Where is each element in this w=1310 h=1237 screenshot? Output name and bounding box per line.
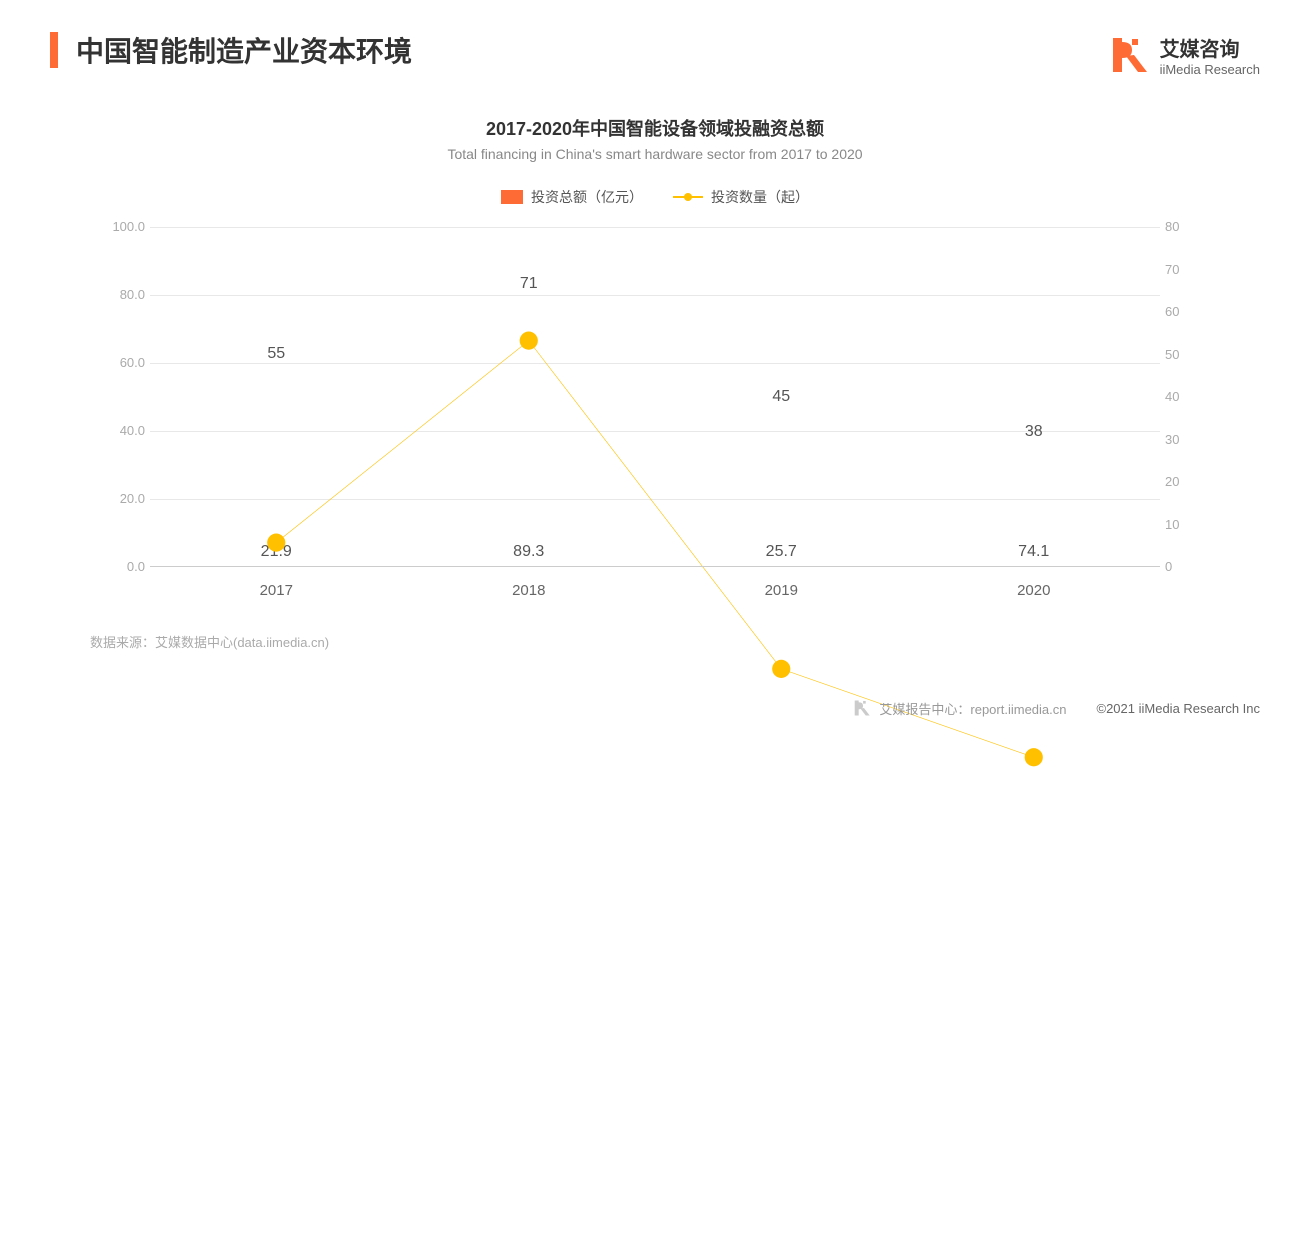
legend-bar-item: 投资总额（亿元）	[501, 187, 643, 207]
legend-line-swatch	[673, 190, 703, 204]
x-axis-label: 2017	[150, 572, 403, 607]
x-axis-label: 2020	[908, 572, 1161, 607]
chart-plot: 21.989.325.774.1 55714538	[150, 227, 1160, 567]
x-axis-label: 2018	[403, 572, 656, 607]
brand-logo-text: 艾媒咨询 iiMedia Research	[1160, 33, 1260, 77]
footer-report-center: 艾媒报告中心：report.iimedia.cn	[879, 699, 1066, 718]
chart-title-en: Total financing in China's smart hardwar…	[0, 146, 1310, 162]
footer-logo-icon	[849, 697, 871, 719]
y-axis-left: 100.080.060.040.020.00.0	[90, 227, 145, 567]
title-block: 中国智能制造产业资本环境	[50, 30, 412, 70]
legend-line-label: 投资数量（起）	[711, 187, 809, 207]
line-value-label: 38	[1025, 423, 1043, 441]
brand-logo-icon	[1100, 30, 1150, 80]
legend-bar-swatch	[501, 190, 523, 204]
x-axis-label: 2019	[655, 572, 908, 607]
footer-copyright: ©2021 iiMedia Research Inc	[1097, 701, 1261, 716]
page-title: 中国智能制造产业资本环境	[76, 30, 412, 70]
legend-line-item: 投资数量（起）	[673, 187, 809, 207]
line-value-label: 55	[267, 345, 285, 363]
brand-logo: 艾媒咨询 iiMedia Research	[1100, 30, 1260, 80]
y-axis-right: 80706050403020100	[1165, 227, 1220, 567]
footer: 艾媒报告中心：report.iimedia.cn ©2021 iiMedia R…	[849, 697, 1260, 719]
x-axis-labels: 2017201820192020	[150, 572, 1160, 607]
x-axis-line	[150, 566, 1160, 567]
chart-legend: 投资总额（亿元） 投资数量（起）	[0, 187, 1310, 207]
chart-area: 100.080.060.040.020.00.0 807060504030201…	[90, 227, 1220, 607]
chart-title-cn: 2017-2020年中国智能设备领域投融资总额	[0, 115, 1310, 141]
legend-bar-label: 投资总额（亿元）	[531, 187, 643, 207]
brand-name-cn: 艾媒咨询	[1160, 33, 1260, 62]
line-value-label: 71	[520, 275, 538, 293]
brand-name-en: iiMedia Research	[1160, 62, 1260, 77]
line-value-label: 45	[772, 388, 790, 406]
header: 中国智能制造产业资本环境 艾媒咨询 iiMedia Research	[0, 0, 1310, 80]
title-accent-bar	[50, 32, 58, 68]
chart-line	[150, 227, 1160, 1237]
chart-titles: 2017-2020年中国智能设备领域投融资总额 Total financing …	[0, 115, 1310, 162]
footer-logo: 艾媒报告中心：report.iimedia.cn	[849, 697, 1066, 719]
